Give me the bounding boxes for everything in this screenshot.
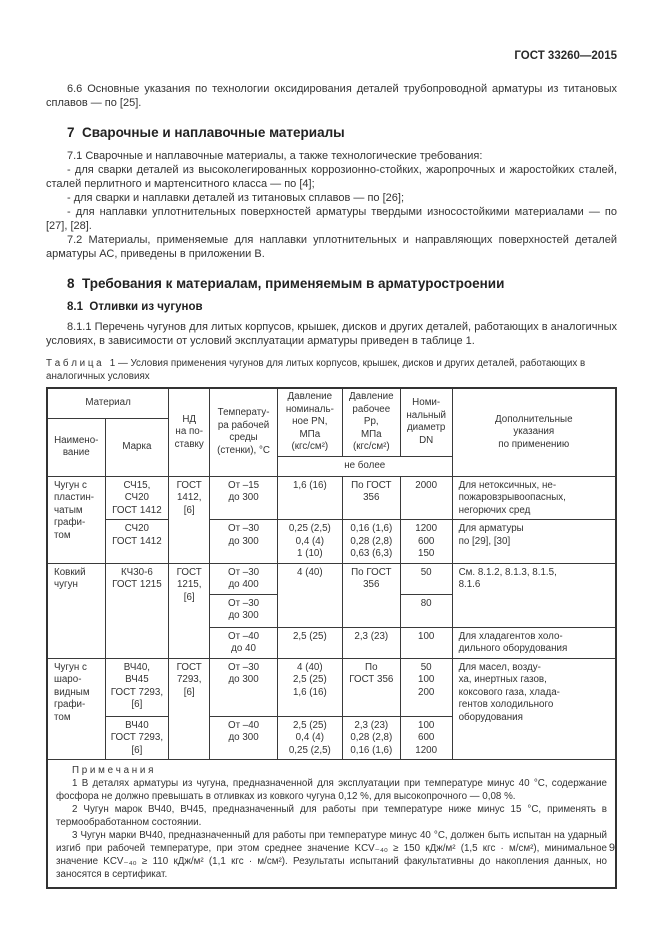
- cell-mark: СЧ15, СЧ20 ГОСТ 1412: [104, 475, 170, 520]
- table-row: От –30 до 300 80: [47, 593, 616, 628]
- cell-temp: От –15 до 300: [209, 475, 278, 520]
- header-nd: НД на по- ставку: [168, 387, 211, 477]
- table-row: Ковкий чугун КЧ30-6 ГОСТ 1215 ГОСТ 1215,…: [46, 562, 617, 659]
- cell-dn: 80: [399, 593, 453, 628]
- cell-mark: ВЧ40 ГОСТ 7293, [6]: [104, 715, 170, 760]
- paragraph-7-1: 7.1 Сварочные и наплавочные материалы, а…: [67, 150, 483, 162]
- notes-title: П р и м е ч а н и я: [72, 765, 154, 776]
- cell-name: Ковкий чугун: [46, 562, 106, 659]
- table-notes-row: П р и м е ч а н и я 1 В деталях арматуры…: [46, 759, 617, 889]
- cell-note: Для масел, возду- ха, инертных газов, ко…: [451, 657, 617, 760]
- table-header-row: Материал НД на по- ставку Температу- ра …: [46, 387, 617, 477]
- table-header-row: не более: [47, 455, 616, 477]
- paragraph-6-6: 6.6 Основные указания по технологии окси…: [46, 83, 617, 109]
- cell-nd: ГОСТ 7293, [6]: [168, 657, 211, 760]
- header-pressure-nominal: Давление номиналь- ное PN, МПа (кгс/см²): [276, 387, 343, 457]
- cell-temp: От –30 до 300: [209, 519, 278, 564]
- table-notes: П р и м е ч а н и я 1 В деталях арматуры…: [46, 759, 617, 889]
- cell-pp: 2,3 (23): [341, 626, 401, 659]
- cell-name: Чугун с шаро- видным графи- том: [46, 657, 106, 760]
- cell-note: Для хладагентов холо- дильного оборудова…: [451, 626, 617, 659]
- cell-note: Для арматуры по [29], [30]: [451, 519, 617, 564]
- table-row: Чугун с пластин- чатым графи- том СЧ15, …: [46, 475, 617, 564]
- header-name: Наимено- вание: [46, 417, 106, 477]
- table-row: СЧ20 ГОСТ 1412 От –30 до 300 0,25 (2,5) …: [47, 519, 617, 564]
- cell-name: Чугун с пластин- чатым графи- том: [46, 475, 106, 564]
- cell-nd: ГОСТ 1412, [6]: [168, 475, 211, 564]
- doc-code-header: ГОСТ 33260—2015: [514, 50, 617, 62]
- cell-temp: От –30 до 400: [209, 562, 278, 595]
- list-item: - для сварки деталей из высоколегированн…: [46, 164, 617, 190]
- cell-pn: 1,6 (16): [276, 475, 343, 520]
- note-1: 1 В деталях арматуры из чугуна, предназн…: [56, 778, 607, 802]
- section-8-heading: 8 Требования к материалам, применяемым в…: [67, 276, 505, 291]
- cell-pn: 0,25 (2,5) 0,4 (4) 1 (10): [276, 519, 343, 564]
- header-extra: Дополнительные указания по применению: [451, 387, 617, 477]
- table-1-caption: Т а б л и ц а 1 — Условия применения чуг…: [46, 358, 586, 382]
- header-temperature: Температу- ра рабочей среды (стенки), °С: [209, 387, 278, 477]
- cell-pp: 2,3 (23) 0,28 (2,8) 0,16 (1,6): [341, 715, 401, 760]
- cell-nd: ГОСТ 1215, [6]: [168, 562, 211, 659]
- paragraph-8-1-1: 8.1.1 Перечень чугунов для литых корпусо…: [46, 321, 617, 347]
- table-header-row: Наимено- вание Марка: [46, 417, 616, 477]
- table-row: ВЧ40 ГОСТ 7293, [6] От –40 до 300 2,5 (2…: [47, 715, 616, 760]
- table-row: Чугун с шаро- видным графи- том ВЧ40, ВЧ…: [46, 657, 617, 760]
- list-item: - для сварки и наплавки деталей из титан…: [67, 192, 404, 204]
- list-item: - для наплавки уплотнительных поверхност…: [46, 206, 617, 232]
- header-ne-bolee: не более: [276, 455, 453, 477]
- cell-pn: 4 (40): [276, 562, 343, 628]
- page-content: ГОСТ 33260—2015 6.6 Основные указания по…: [46, 0, 617, 889]
- cell-dn: 100 600 1200: [399, 715, 453, 760]
- cell-pn: 2,5 (25): [276, 626, 343, 659]
- cell-dn: 1200 600 150: [399, 519, 453, 564]
- cell-note: Для нетоксичных, не- пожаровзрывоопасных…: [451, 475, 617, 520]
- cell-mark: ВЧ40, ВЧ45 ГОСТ 7293, [6]: [104, 657, 170, 717]
- table-1: Материал НД на по- ставку Температу- ра …: [46, 387, 617, 889]
- section-7-heading: 7 Сварочные и наплавочные материалы: [67, 125, 345, 140]
- page-number: 9: [608, 842, 615, 854]
- cell-pn: 2,5 (25) 0,4 (4) 0,25 (2,5): [276, 715, 343, 760]
- note-3: 3 Чугун марки ВЧ40, предназначенный для …: [56, 830, 607, 880]
- cell-mark: КЧ30-6 ГОСТ 1215: [104, 562, 170, 659]
- paragraph-7-2: 7.2 Материалы, применяемые для наплавки …: [46, 234, 617, 260]
- cell-temp: От –40 до 40: [209, 626, 278, 659]
- header-mark: Марка: [104, 417, 170, 477]
- cell-pn: 4 (40) 2,5 (25) 1,6 (16): [276, 657, 343, 717]
- cell-note: См. 8.1.2, 8.1.3, 8.1.5, 8.1.6: [451, 562, 617, 628]
- cell-pp: По ГОСТ 356: [341, 562, 401, 628]
- cell-temp: От –30 до 300: [209, 657, 278, 717]
- cell-mark: СЧ20 ГОСТ 1412: [104, 519, 170, 564]
- cell-pp: По ГОСТ 356: [341, 475, 401, 520]
- cell-temp: От –40 до 300: [209, 715, 278, 760]
- cell-pp: 0,16 (1,6) 0,28 (2,8) 0,63 (6,3): [341, 519, 401, 564]
- cell-dn: 50 100 200: [399, 657, 453, 717]
- header-material: Материал: [46, 387, 170, 419]
- cell-dn: 100: [399, 626, 453, 659]
- cell-dn: 50: [399, 562, 453, 595]
- header-pressure-working: Давление рабочее Рр, МПа (кгс/см²): [341, 387, 401, 457]
- cell-pp: По ГОСТ 356: [341, 657, 401, 717]
- cell-temp: От –30 до 300: [209, 593, 278, 628]
- section-8-1-heading: 8.1 Отливки из чугунов: [67, 301, 203, 313]
- cell-dn: 2000: [399, 475, 453, 520]
- table-row: От –40 до 40 2,5 (25) 2,3 (23) 100 Для х…: [47, 626, 617, 659]
- note-2: 2 Чугун марок ВЧ40, ВЧ45, предназначенны…: [56, 804, 607, 828]
- header-diameter: Номи- нальный диаметр DN: [399, 387, 453, 457]
